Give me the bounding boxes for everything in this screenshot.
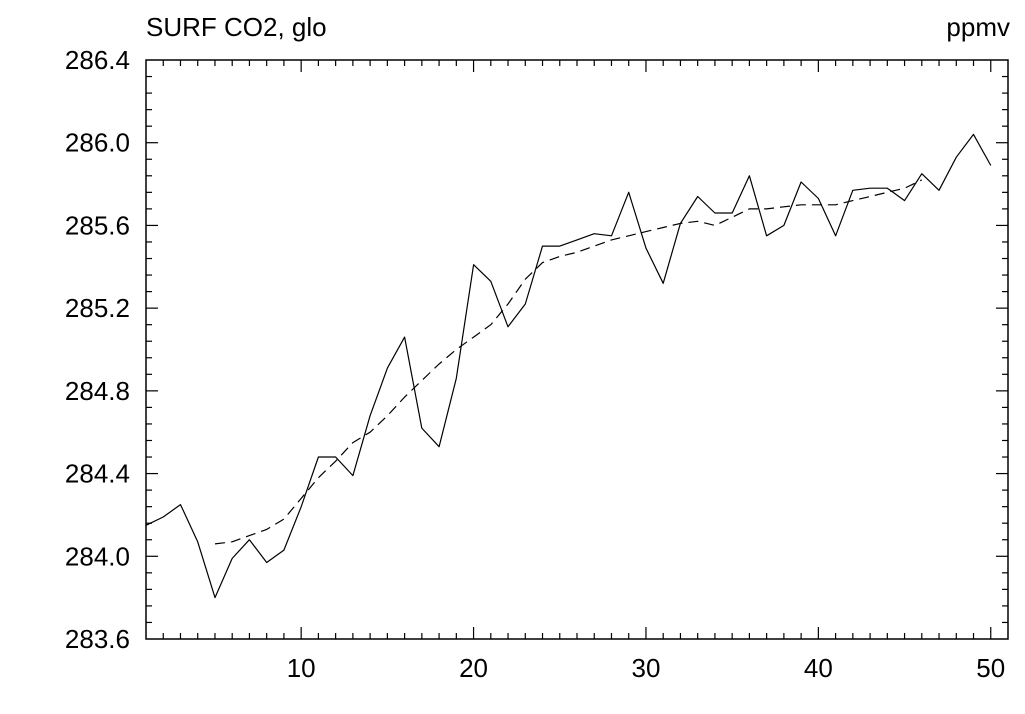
series-layer — [145, 133, 992, 599]
x-tick-label: 50 — [976, 653, 1005, 683]
chart-units: ppmv — [946, 12, 1010, 42]
axis-ticks — [146, 60, 1008, 639]
chart-title: SURF CO2, glo — [146, 12, 327, 42]
y-tick-label: 283.6 — [65, 624, 130, 654]
y-tick-label: 284.8 — [65, 376, 130, 406]
series-line-solid — [145, 133, 992, 599]
x-tick-label: 10 — [287, 653, 316, 683]
y-tick-label: 285.6 — [65, 210, 130, 240]
y-tick-label: 286.4 — [65, 45, 130, 75]
y-tick-label: 284.0 — [65, 541, 130, 571]
x-tick-label: 20 — [459, 653, 488, 683]
series-line-dashed — [214, 179, 923, 545]
y-tick-label: 284.4 — [65, 459, 130, 489]
tick-labels: 10 20 30 40 50 283.6 284.0 284.4 284.8 285.2 285.6… — [65, 45, 1005, 683]
y-tick-label: 285.2 — [65, 293, 130, 323]
plot-frame — [145, 59, 1009, 640]
x-tick-label: 40 — [804, 653, 833, 683]
x-tick-label: 30 — [631, 653, 660, 683]
y-tick-label: 286.0 — [65, 128, 130, 158]
